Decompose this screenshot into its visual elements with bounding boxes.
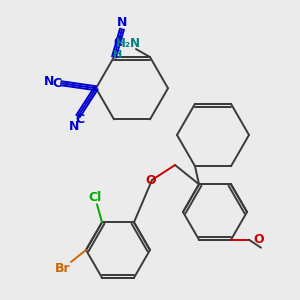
Text: H₂N: H₂N: [116, 37, 140, 50]
Text: C: C: [75, 113, 85, 126]
Text: O: O: [253, 233, 264, 246]
Text: Cl: Cl: [88, 191, 102, 204]
Text: C: C: [52, 77, 62, 90]
Text: C: C: [113, 36, 123, 49]
Text: N: N: [117, 16, 127, 28]
Text: Br: Br: [55, 262, 71, 275]
Text: H: H: [113, 50, 123, 60]
Text: N: N: [44, 75, 54, 88]
Text: O: O: [146, 173, 156, 187]
Text: N: N: [69, 120, 79, 133]
